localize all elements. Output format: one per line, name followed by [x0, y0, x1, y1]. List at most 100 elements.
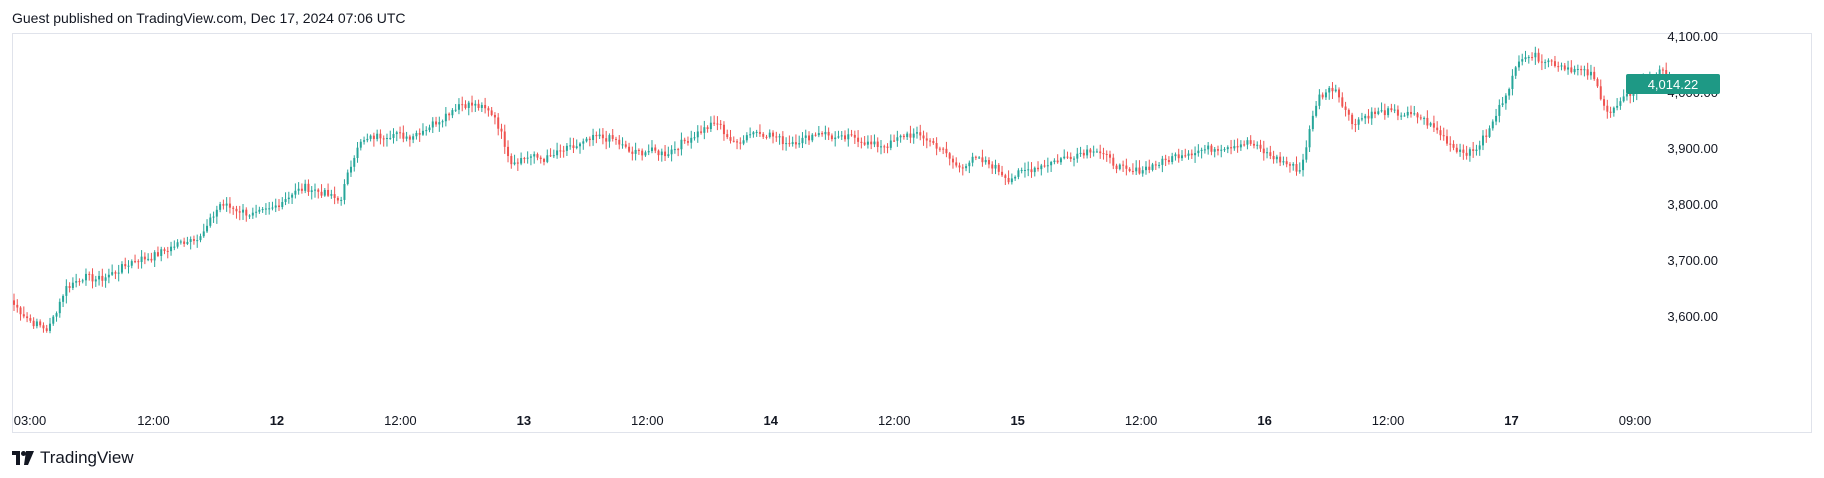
candle-body [143, 256, 146, 260]
candle-body [78, 281, 81, 283]
candle-body [1030, 169, 1033, 173]
candle-body [209, 217, 212, 226]
candle-body [1203, 149, 1206, 151]
candle-body [713, 122, 716, 124]
candle-body [104, 277, 107, 281]
candle-body [1508, 89, 1511, 96]
candle-body [1020, 170, 1023, 172]
tradingview-logo-icon [12, 451, 34, 465]
time-axis-label: 12:00 [878, 413, 911, 428]
candle-body [415, 133, 418, 137]
candle-body [1534, 52, 1537, 58]
price-axis-label: 3,900.00 [1667, 141, 1718, 156]
candle-body [1001, 171, 1004, 176]
candle-body [369, 135, 372, 139]
footer: TradingView [12, 448, 134, 468]
candle-body [1563, 65, 1566, 70]
candle-body [772, 132, 775, 137]
candle-body [75, 281, 78, 283]
candle-body [134, 261, 137, 263]
candle-body [45, 328, 48, 331]
candle-body [938, 148, 941, 150]
candle-body [320, 191, 323, 196]
candle-body [402, 132, 405, 139]
candle-body [474, 103, 477, 106]
candle-body [909, 133, 912, 138]
candle-body [1043, 165, 1046, 167]
candle-body [1226, 147, 1229, 150]
candle-body [1007, 177, 1010, 183]
candle-body [107, 274, 110, 278]
candle-body [1488, 128, 1491, 137]
candle-body [775, 136, 778, 138]
candle-body [608, 135, 611, 142]
candle-body [1089, 149, 1092, 153]
candle-body [1589, 71, 1592, 76]
candle-body [94, 279, 97, 282]
candle-body [88, 273, 91, 275]
candle-body [1351, 114, 1354, 125]
candle-body [863, 142, 866, 145]
candle-body [788, 143, 791, 145]
candle-body [834, 137, 837, 140]
candle-body [951, 158, 954, 163]
candle-body [637, 149, 640, 151]
candle-body [650, 147, 653, 152]
candle-body [62, 295, 65, 302]
candle-body [1269, 152, 1272, 156]
candle-body [755, 131, 758, 133]
candle-body [448, 113, 451, 116]
candle-body [893, 140, 896, 142]
candle-body [1279, 156, 1282, 163]
candle-body [1410, 111, 1413, 115]
candle-body [52, 316, 55, 324]
time-axis-label: 15 [1010, 413, 1024, 428]
candle-body [850, 134, 853, 136]
candle-body [228, 203, 231, 208]
candle-body [588, 138, 591, 141]
candle-body [1112, 157, 1115, 166]
candle-body [696, 131, 699, 138]
time-axis-label: 17 [1504, 413, 1518, 428]
candle-body [1233, 146, 1236, 149]
candle-body [1318, 94, 1321, 106]
candle-body [467, 102, 470, 108]
candle-body [1439, 130, 1442, 136]
candle-body [428, 127, 431, 131]
candle-body [1364, 115, 1367, 119]
candle-body [1184, 155, 1187, 157]
candle-body [68, 286, 71, 288]
candle-body [1171, 156, 1174, 162]
candle-body [794, 142, 797, 145]
candle-body [1069, 156, 1072, 159]
candle-body [457, 104, 460, 110]
candle-body [1118, 164, 1121, 170]
candle-body [297, 188, 300, 191]
candle-body [1158, 164, 1161, 166]
candle-body [1037, 167, 1040, 170]
candle-body [1462, 149, 1465, 153]
candle-body [1056, 160, 1059, 163]
candle-body [1504, 95, 1507, 104]
candle-body [1449, 143, 1452, 145]
candle-body [435, 121, 438, 125]
candle-body [464, 104, 467, 108]
candle-body [202, 231, 205, 237]
candle-body [425, 130, 428, 132]
chart-frame[interactable] [12, 33, 1812, 433]
candle-body [686, 141, 689, 143]
candle-body [1288, 164, 1291, 166]
candle-body [1010, 178, 1013, 183]
candle-body [1324, 92, 1327, 98]
candle-body [520, 158, 523, 164]
candle-body [1216, 149, 1219, 151]
candle-body [925, 138, 928, 141]
candle-body [935, 143, 938, 149]
candle-body [487, 108, 490, 111]
candle-body [111, 272, 114, 275]
candle-body [480, 104, 483, 109]
candle-body [1367, 115, 1370, 119]
candle-body [791, 142, 794, 144]
candle-body [942, 148, 945, 150]
